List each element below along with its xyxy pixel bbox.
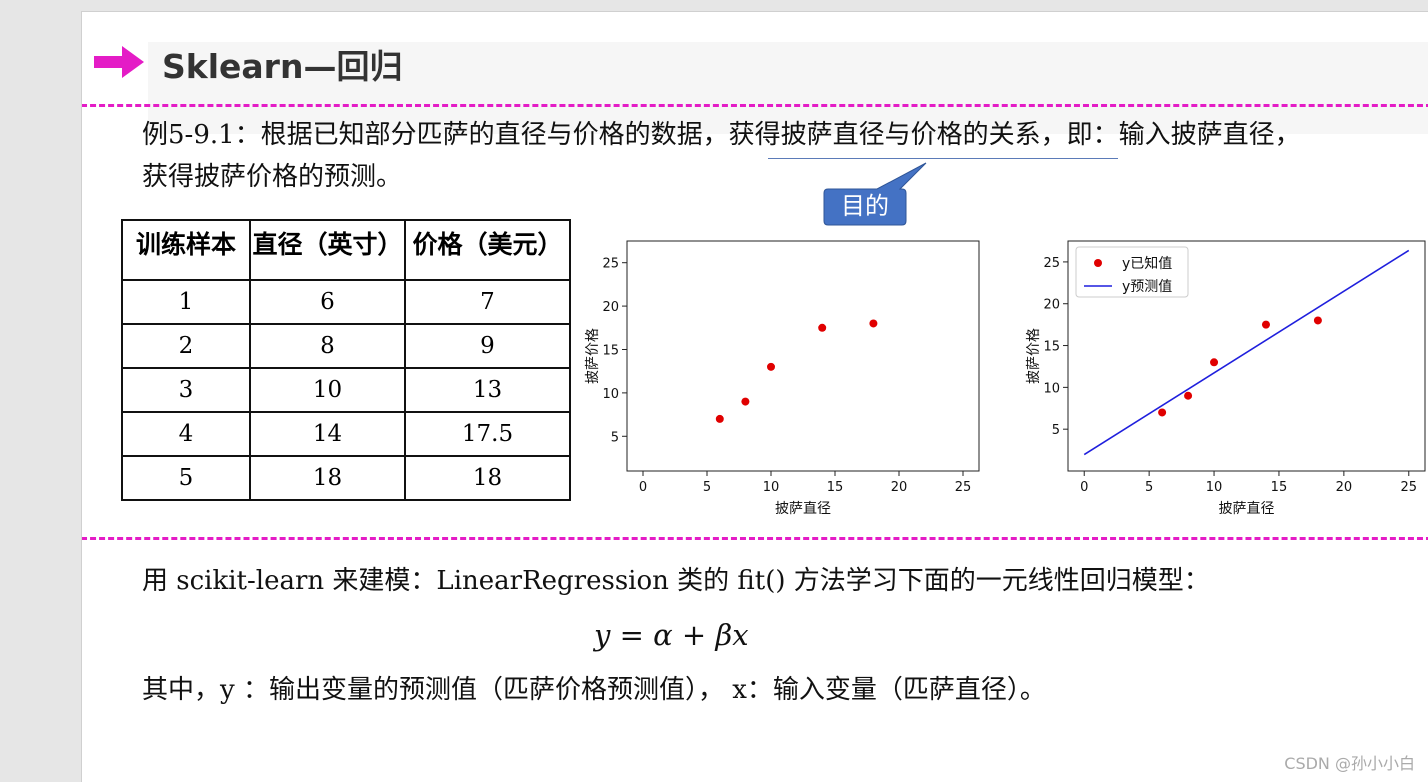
method-text: 用 scikit-learn 来建模：LinearRegression 类的 f… — [142, 566, 1210, 596]
x-tick-label: 25 — [955, 480, 972, 495]
x-axis-label: 披萨直径 — [1219, 500, 1275, 517]
data-point — [818, 323, 827, 332]
y-tick-label: 15 — [602, 343, 619, 358]
data-point — [1261, 320, 1270, 329]
y-tick-label: 25 — [602, 257, 619, 272]
purpose-callout-label: 目的 — [841, 192, 889, 220]
x-tick-label: 10 — [1206, 480, 1223, 495]
data-point — [1210, 358, 1219, 367]
purpose-callout-bubble — [823, 162, 927, 226]
x-tick-label: 15 — [827, 480, 844, 495]
y-tick-label: 5 — [1052, 423, 1060, 438]
table-cell: 9 — [404, 323, 571, 369]
legend-box — [1075, 246, 1189, 298]
y-tick-label: 10 — [1043, 381, 1060, 396]
legend-point-swatch — [1094, 259, 1102, 267]
slide: Sklearn—回归 例5-9.1：根据已知部分匹萨的直径与价格的数据，获得披萨… — [81, 11, 1428, 782]
table-cell: 10 — [249, 367, 406, 413]
table-row: 4 14 17.5 — [121, 411, 571, 457]
data-point — [1313, 316, 1322, 325]
table-cell: 2 — [121, 323, 251, 369]
bottom-divider — [82, 537, 1428, 540]
example-line-2: 获得披萨价格的预测。 — [142, 162, 403, 192]
table-cell: 8 — [249, 323, 406, 369]
table-row: 5 18 18 — [121, 455, 571, 501]
table-cell: 14 — [249, 411, 406, 457]
table-cell: 13 — [404, 367, 571, 413]
y-tick-label: 15 — [1043, 340, 1060, 355]
training-data-table: 训练样本 直径（英寸） 价格（美元） 1 6 7 2 8 9 3 10 13 — [121, 219, 571, 501]
watermark: CSDN @孙小小白 — [1284, 754, 1415, 773]
table-cell: 3 — [121, 367, 251, 413]
table-header-cell: 价格（美元） — [404, 219, 571, 281]
legend-label: y已知值 — [1122, 255, 1172, 272]
regression-chart: 0 5 10 15 20 25 5 10 15 20 25 披萨直径 披萨价格 y已知值 y预测值 — [1026, 240, 1426, 517]
table-cell: 5 — [121, 455, 251, 501]
table-cell: 4 — [121, 411, 251, 457]
data-point — [869, 319, 878, 328]
table-cell: 17.5 — [404, 411, 571, 457]
x-axis-label: 披萨直径 — [775, 500, 831, 517]
x-tick-label: 0 — [639, 480, 647, 495]
table-cell: 7 — [404, 279, 571, 325]
regression-line — [1083, 249, 1410, 456]
x-tick-label: 15 — [1271, 480, 1288, 495]
plot-frame — [1067, 240, 1426, 472]
data-point — [1184, 391, 1193, 400]
x-tick-label: 20 — [1336, 480, 1353, 495]
y-tick-label: 20 — [602, 300, 619, 315]
table-cell: 18 — [249, 455, 406, 501]
data-point — [1158, 408, 1167, 417]
y-tick-label: 25 — [1043, 256, 1060, 271]
x-tick-label: 25 — [1400, 480, 1417, 495]
scatter-chart-known-prices: 0 5 10 15 20 25 5 10 15 20 25 披萨直径 披萨价格 — [585, 240, 980, 517]
table-row: 2 8 9 — [121, 323, 571, 369]
table-cell: 1 — [121, 279, 251, 325]
y-axis-label: 披萨价格 — [1026, 328, 1042, 384]
data-point — [767, 362, 775, 371]
data-point — [715, 414, 724, 423]
legend-label: y预测值 — [1122, 279, 1172, 295]
y-tick-label: 10 — [602, 387, 619, 402]
table-header-row: 训练样本 直径（英寸） 价格（美元） — [121, 219, 571, 281]
table-header-cell: 直径（英寸） — [249, 219, 406, 281]
x-tick-label: 5 — [1145, 480, 1153, 495]
x-tick-label: 20 — [891, 480, 908, 495]
y-tick-label: 5 — [611, 430, 619, 445]
regression-formula: y = α + βx — [594, 618, 749, 652]
table-row: 3 10 13 — [121, 367, 571, 413]
x-tick-label: 0 — [1080, 480, 1088, 495]
x-tick-label: 5 — [703, 480, 711, 495]
explanation-text: 其中，y ：输出变量的预测值（匹萨价格预测值）， x：输入变量（匹萨直径）。 — [142, 675, 1046, 705]
slide-title: Sklearn—回归 — [162, 47, 403, 86]
table-cell: 6 — [249, 279, 406, 325]
y-tick-label: 20 — [1043, 298, 1060, 313]
x-tick-label: 10 — [763, 480, 780, 495]
table-row: 1 6 7 — [121, 279, 571, 325]
plot-frame — [626, 240, 980, 472]
y-axis-label: 披萨价格 — [585, 328, 601, 384]
table-cell: 18 — [404, 455, 571, 501]
purpose-underline — [768, 158, 1118, 159]
top-divider — [82, 104, 1428, 107]
data-point — [741, 397, 750, 406]
table-header-cell: 训练样本 — [121, 219, 251, 281]
example-line-1: 例5-9.1：根据已知部分匹萨的直径与价格的数据，获得披萨直径与价格的关系，即：… — [142, 120, 1301, 150]
right-arrow-icon — [94, 46, 144, 78]
